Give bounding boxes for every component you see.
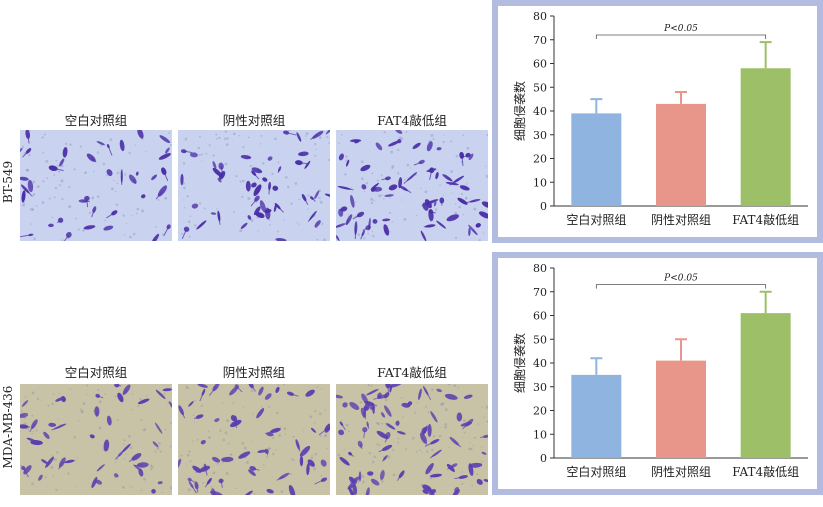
y-tick-label: 0 — [540, 200, 547, 213]
y-tick-label: 60 — [533, 310, 547, 323]
x-tick-label: 阴性对照组 — [651, 213, 711, 227]
y-tick-label: 80 — [533, 10, 547, 23]
x-tick-label: 空白对照组 — [566, 212, 626, 227]
y-tick-label: 10 — [533, 428, 547, 441]
y-tick-label: 10 — [533, 176, 547, 189]
image-title-negative-row2: 阴性对照组 — [178, 362, 330, 381]
y-tick-label: 20 — [533, 153, 547, 166]
bar — [656, 361, 706, 458]
y-tick-label: 50 — [533, 81, 547, 94]
y-axis-label: 细胞侵袭数 — [512, 81, 527, 141]
y-tick-label: 40 — [533, 105, 547, 118]
micrograph-negative-row2 — [178, 384, 330, 495]
micrograph-texture — [20, 384, 172, 495]
y-tick-label: 40 — [533, 357, 547, 370]
image-title-blank-row2: 空白对照组 — [20, 362, 172, 381]
micrograph-texture — [20, 130, 172, 241]
micrograph-texture — [336, 130, 488, 241]
significance-label: P<0.05 — [663, 24, 698, 34]
micrograph-knockdown-row2 — [336, 384, 488, 495]
micrograph-knockdown-row1 — [336, 130, 488, 241]
micrograph-texture — [336, 384, 488, 495]
y-tick-label: 60 — [533, 58, 547, 71]
micrograph-blank-row1 — [20, 130, 172, 241]
row-label-mdamb436: MDA-MB-436 — [1, 347, 15, 507]
micrograph-texture — [178, 384, 330, 495]
y-tick-label: 30 — [533, 129, 547, 142]
significance-bracket — [596, 285, 765, 289]
micrograph-blank-row2 — [20, 384, 172, 495]
micrograph-texture — [178, 130, 330, 241]
bar — [741, 313, 791, 458]
micrograph-negative-row1 — [178, 130, 330, 241]
bar — [656, 104, 706, 206]
chart-panel-row1: 0 10 20 30 40 50 60 70 80 细胞侵袭数空白对照组 阴性对照组 FAT4敲低组 P… — [492, 0, 823, 243]
x-tick-label: 空白对照组 — [566, 464, 626, 479]
significance-label: P<0.05 — [663, 274, 698, 284]
x-tick-label: FAT4敲低组 — [732, 464, 799, 479]
x-tick-label: 阴性对照组 — [651, 465, 711, 479]
y-tick-label: 0 — [540, 452, 547, 465]
y-tick-label: 80 — [533, 262, 547, 275]
y-tick-label: 30 — [533, 381, 547, 394]
image-title-knockdown-row1: FAT4敲低组 — [336, 110, 488, 129]
image-title-blank-row1: 空白对照组 — [20, 110, 172, 129]
chart-panel-row2: 0 10 20 30 40 50 60 70 80 细胞侵袭数空白对照组 阴性对照组 FAT4敲低组 P… — [492, 252, 823, 495]
significance-bracket — [596, 35, 765, 39]
x-tick-label: FAT4敲低组 — [732, 212, 799, 227]
image-title-negative-row1: 阴性对照组 — [178, 110, 330, 129]
bar — [571, 113, 621, 206]
y-tick-label: 20 — [533, 405, 547, 418]
y-tick-label: 70 — [533, 34, 547, 47]
row-label-bt549: BT-549 — [1, 102, 15, 262]
y-axis-label: 细胞侵袭数 — [512, 333, 527, 393]
image-title-knockdown-row2: FAT4敲低组 — [336, 362, 488, 381]
bar — [741, 68, 791, 206]
bar — [571, 375, 621, 458]
y-tick-label: 70 — [533, 286, 547, 299]
y-tick-label: 50 — [533, 333, 547, 346]
